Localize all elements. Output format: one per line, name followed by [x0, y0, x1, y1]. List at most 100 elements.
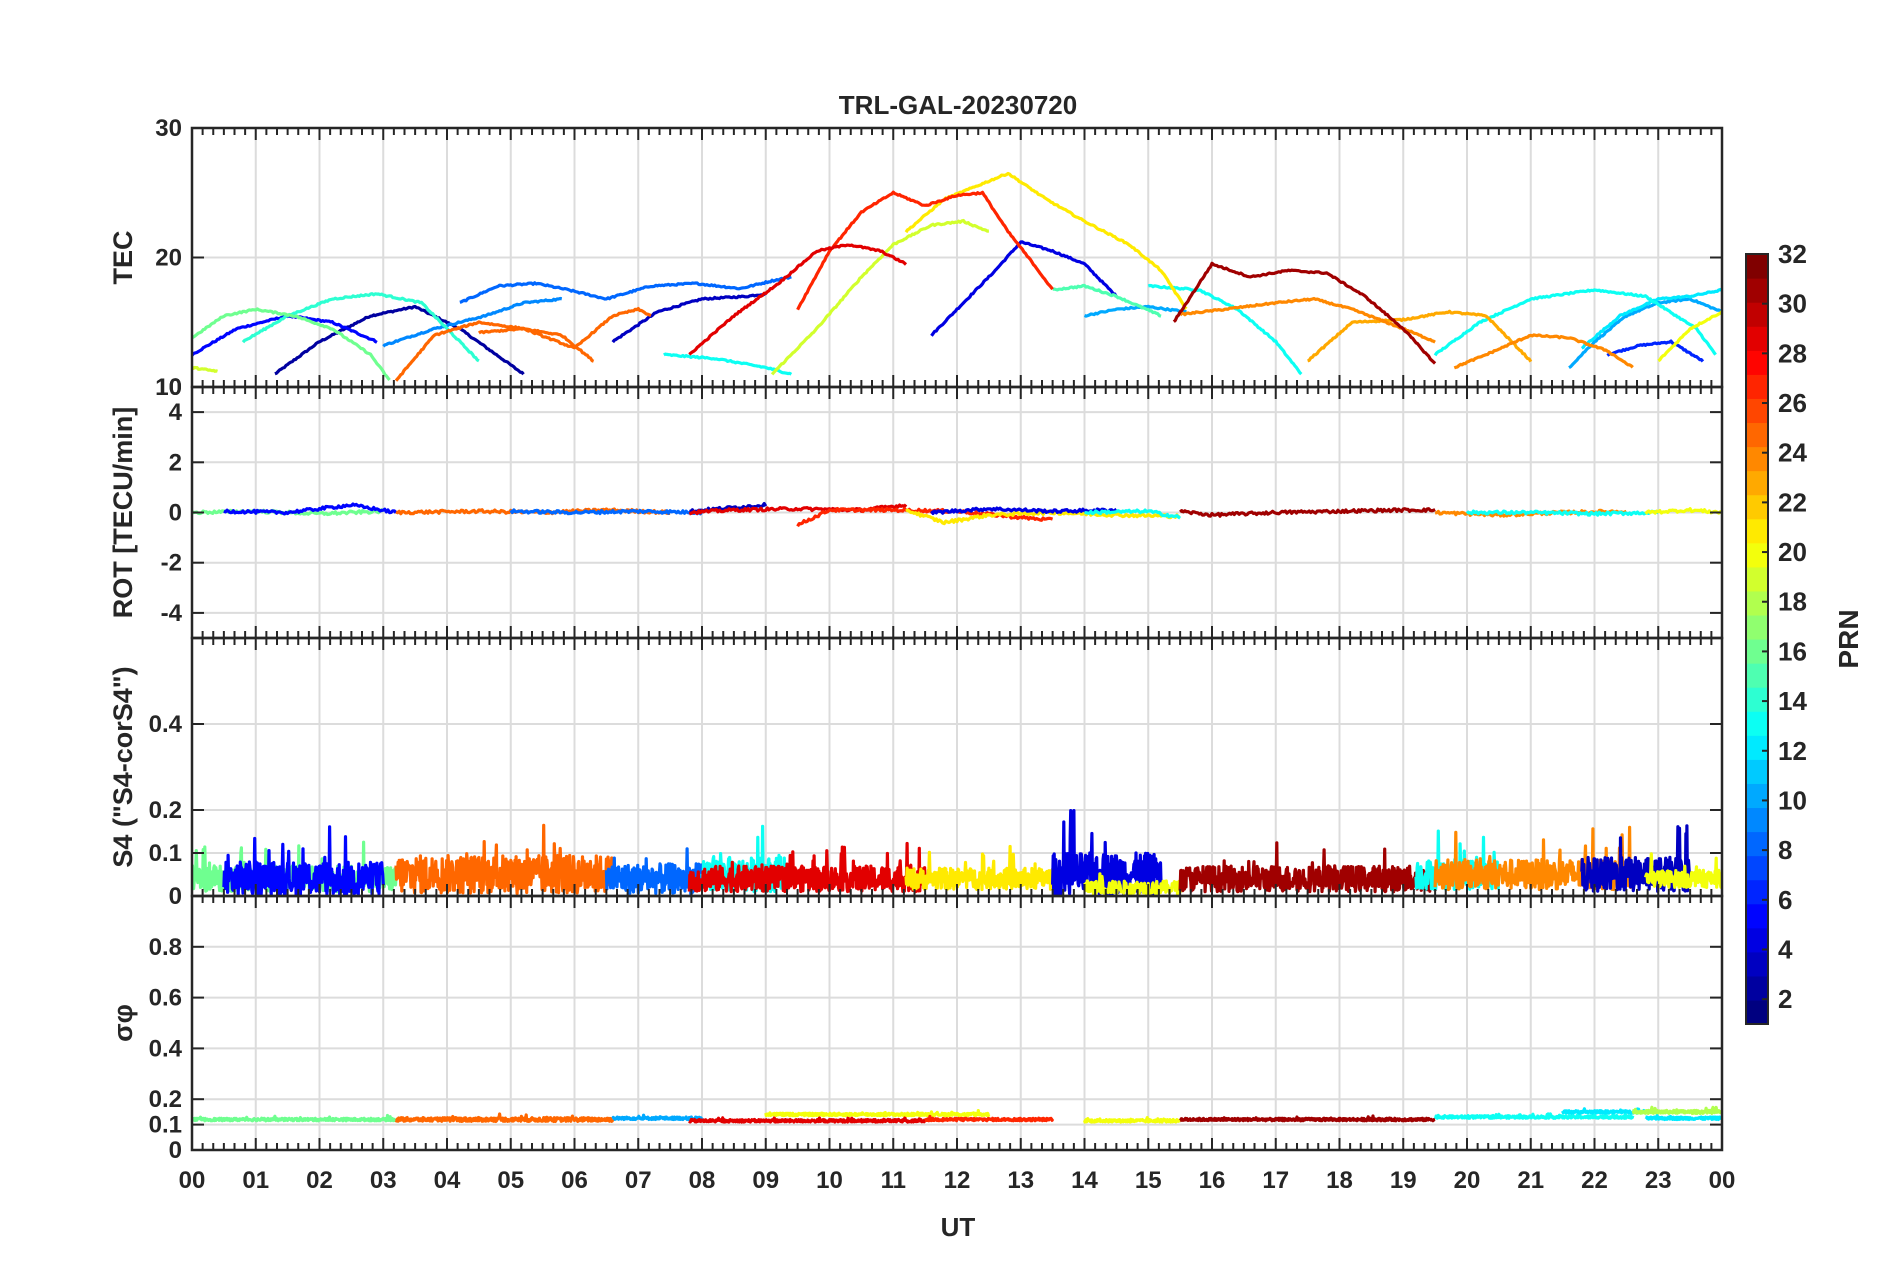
- x-tick-label: 01: [242, 1167, 269, 1194]
- colorbar-tick-label: 12: [1778, 736, 1807, 766]
- colorbar-tick-label: 14: [1778, 686, 1807, 716]
- colorbar-step: [1746, 518, 1768, 544]
- series-prn-10: [1568, 297, 1722, 370]
- x-tick-label: 18: [1326, 1167, 1353, 1194]
- panel-s4: 0 0.1 0.2 0.4 S4 ("S4-corS4"): [108, 636, 1724, 910]
- colorbar-step: [1746, 807, 1768, 833]
- x-tick-labels: 00 01 02 03 04 05 06 07 08 09 10 11 12 13 14 15 16 17 18 19…: [179, 1167, 1736, 1194]
- panel-sigma: 00.10.2 0.4 0.6 0.8 σφ: [108, 894, 1724, 1164]
- series-prn-24: [1453, 333, 1634, 370]
- y-tick-label: 0.2: [149, 797, 182, 824]
- series-prn-31: [1178, 841, 1437, 894]
- series-prn-12: [1580, 287, 1722, 350]
- series-prn-24: [1179, 296, 1436, 344]
- series-prn-14: [241, 292, 480, 363]
- y-tick-label: 2: [169, 449, 182, 476]
- x-tick-label: 17: [1262, 1167, 1289, 1194]
- series-prn-25: [394, 307, 652, 382]
- y-tick-label: 30: [155, 115, 182, 142]
- y-tick-label: 0.2: [149, 1086, 182, 1113]
- colorbar-step: [1746, 398, 1768, 424]
- colorbar-step: [1746, 446, 1768, 472]
- y-tick-label: 0: [169, 500, 182, 527]
- colorbar-step: [1746, 350, 1768, 375]
- colorbar-step: [1746, 566, 1768, 592]
- colorbar-tick-label: 30: [1778, 289, 1807, 319]
- series-prn-25: [394, 1112, 615, 1123]
- x-tick-label: 23: [1645, 1167, 1672, 1194]
- series-prn-13: [1465, 509, 1659, 517]
- series-prn-27: [796, 506, 1054, 528]
- series-prn-20: [1083, 872, 1182, 896]
- colorbar-step: [1746, 542, 1768, 568]
- series-prn-10: [611, 1113, 704, 1122]
- colorbar-tick-label: 4: [1778, 934, 1793, 964]
- y-tick-label: 0: [169, 883, 182, 910]
- x-tick-label: 10: [816, 1167, 843, 1194]
- series-prn-16: [192, 1113, 398, 1123]
- x-tick-label: 02: [306, 1167, 333, 1194]
- series-prn-20: [1657, 310, 1722, 363]
- x-ticks-sigma: [191, 896, 1723, 1150]
- colorbar-step: [1746, 927, 1768, 953]
- series-prn-21: [905, 508, 1181, 526]
- y-tick-label: -2: [161, 550, 182, 577]
- panel-rot: -4 -2 0 2 4 ROT [TECU/min]: [108, 385, 1724, 640]
- series-prn-20: [1643, 852, 1722, 889]
- series-prn-31: [1179, 507, 1436, 518]
- y-tick-label: 0: [169, 1137, 182, 1164]
- series-prn-19: [192, 365, 218, 373]
- y-tick-label: 20: [155, 245, 182, 272]
- colorbar-step: [1746, 422, 1768, 448]
- series-prn-29: [687, 1115, 927, 1124]
- colorbar-step: [1746, 470, 1768, 496]
- x-tick-label: 04: [434, 1167, 461, 1194]
- series-prn-2: [274, 304, 525, 376]
- colorbar-step: [1746, 494, 1768, 520]
- colorbar-tick-label: 24: [1778, 438, 1807, 468]
- y-tick-label: 0.1: [149, 840, 182, 867]
- x-tick-label: 16: [1199, 1167, 1226, 1194]
- x-axis-label: UT: [941, 1212, 976, 1242]
- colorbar-tick-label: 22: [1778, 487, 1807, 517]
- colorbar-step: [1746, 254, 1768, 279]
- y-axis-label-sigma: σφ: [108, 1004, 138, 1042]
- colorbar-step: [1746, 278, 1768, 303]
- colorbar-tick-label: 2: [1778, 984, 1792, 1014]
- series-prn-20: [1644, 507, 1722, 515]
- series-prn-25: [394, 823, 615, 895]
- colorbar-step: [1746, 759, 1768, 784]
- colorbar-tick-label: 20: [1778, 537, 1807, 567]
- colorbar-step: [1746, 711, 1768, 736]
- y-tick-label: 0.4: [149, 1035, 183, 1062]
- x-tick-label: 11: [881, 1167, 906, 1194]
- x-tick-label: 00: [1709, 1167, 1736, 1194]
- colorbar-frame: [1745, 253, 1769, 1025]
- colorbar-step: [1746, 951, 1768, 977]
- series-prn-10: [1083, 304, 1187, 318]
- series-prn-6: [1606, 339, 1705, 363]
- series-prn-18: [1631, 1105, 1722, 1115]
- colorbar-tick-label: 28: [1778, 338, 1807, 368]
- y-tick-label: 10: [155, 374, 182, 401]
- x-tick-label: 20: [1454, 1167, 1481, 1194]
- series-prn-16: [192, 307, 391, 382]
- colorbar-step: [1746, 855, 1768, 881]
- series-prn-29: [687, 841, 927, 894]
- colorbar-step: [1746, 614, 1768, 640]
- x-tick-label: 00: [179, 1167, 206, 1194]
- colorbar-label: PRN: [1833, 609, 1864, 668]
- y-ticks-rot: -4 -2 0 2 4: [161, 399, 1722, 627]
- y-axis-label-tec: TEC: [108, 231, 138, 285]
- colorbar-step: [1746, 639, 1768, 664]
- series-prn-8: [604, 847, 704, 896]
- colorbar-step: [1746, 302, 1768, 327]
- colorbar-step: [1746, 975, 1768, 1001]
- colorbar-tick-label: 26: [1778, 388, 1807, 418]
- y-tick-label: 4: [169, 399, 183, 426]
